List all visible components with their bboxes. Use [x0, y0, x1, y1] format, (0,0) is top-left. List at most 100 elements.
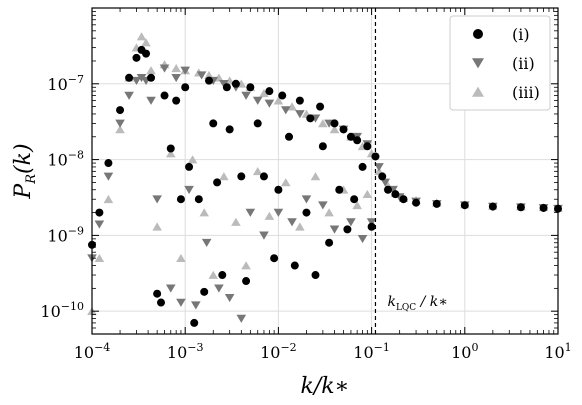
- data-point-circle: [412, 198, 421, 207]
- data-point-triangle-down: [374, 163, 384, 172]
- data-point-circle: [270, 254, 279, 263]
- data-point-triangle-up: [171, 64, 181, 73]
- data-point-triangle-up: [176, 253, 186, 263]
- data-point-circle: [157, 298, 166, 307]
- data-point-circle: [222, 83, 231, 92]
- data-point-circle: [488, 202, 497, 211]
- data-point-triangle-up: [224, 76, 235, 85]
- data-point-triangle-up: [241, 261, 251, 270]
- data-point-triangle-up: [146, 66, 156, 75]
- data-point-circle: [306, 114, 315, 123]
- legend-marker-circle: [473, 29, 483, 39]
- data-point-triangle-down: [224, 293, 235, 303]
- data-point-circle: [104, 159, 113, 168]
- data-point-triangle-down: [357, 235, 368, 244]
- data-point-triangle-up: [287, 102, 297, 111]
- data-point-triangle-down: [380, 178, 391, 187]
- data-point-circle: [185, 162, 194, 171]
- x-axis-label: k/k∗: [300, 374, 349, 399]
- data-point-triangle-down: [287, 218, 297, 227]
- data-point-circle: [353, 136, 362, 145]
- data-point-circle: [378, 172, 387, 181]
- data-point-triangle-up: [259, 88, 269, 98]
- data-point-triangle-down: [214, 284, 224, 293]
- data-point-triangle-down: [301, 195, 312, 204]
- data-point-circle: [316, 102, 325, 111]
- data-point-triangle-down: [171, 73, 181, 83]
- data-point-triangle-up: [352, 200, 362, 210]
- data-point-triangle-up: [324, 208, 334, 217]
- data-point-circle: [278, 91, 287, 100]
- y-tick-label: 10−8: [47, 149, 84, 170]
- x-tick-label: 100: [451, 341, 478, 362]
- legend-label: (i): [512, 25, 530, 44]
- data-point-circle: [172, 96, 181, 105]
- data-point-triangle-down: [346, 218, 356, 227]
- data-point-triangle-down: [191, 301, 201, 310]
- data-point-circle: [209, 119, 218, 128]
- data-point-circle: [358, 162, 367, 171]
- data-point-circle: [213, 178, 222, 187]
- data-point-circle: [147, 73, 156, 82]
- data-point-triangle-down: [184, 185, 194, 195]
- data-point-circle: [176, 195, 185, 204]
- y-tick-label: 10−9: [47, 224, 84, 245]
- axis-ticks: [91, 8, 559, 334]
- data-point-triangle-up: [103, 194, 114, 204]
- data-point-triangle-up: [152, 222, 162, 231]
- data-point-triangle-down: [201, 238, 212, 248]
- data-point-triangle-down: [236, 314, 247, 323]
- data-point-triangle-down: [152, 195, 162, 204]
- data-point-triangle-down: [264, 99, 275, 108]
- data-point-triangle-up: [165, 149, 176, 158]
- data-point-circle: [399, 195, 408, 204]
- data-point-circle: [302, 208, 311, 217]
- data-point-triangle-up: [252, 167, 263, 176]
- legend-marker-triangle-up: [472, 86, 484, 97]
- data-point-triangle-down: [295, 110, 305, 119]
- data-point-triangle-down: [196, 71, 207, 80]
- data-point-triangle-down: [366, 218, 377, 227]
- data-point-circle: [363, 142, 372, 151]
- data-point-circle: [194, 195, 203, 204]
- y-tick-label: 10−7: [47, 73, 84, 94]
- kLQC-annotation: kLQC / k∗: [387, 294, 447, 313]
- data-point-triangle-down: [131, 76, 142, 85]
- data-point-triangle-up: [310, 172, 321, 181]
- data-point-circle: [350, 195, 359, 204]
- data-point-circle: [225, 125, 234, 134]
- data-point-circle: [242, 277, 251, 286]
- x-tick-label: 101: [544, 341, 571, 362]
- data-point-circle: [432, 199, 441, 208]
- data-point-triangle-up: [199, 208, 210, 217]
- data-point-triangle-down: [180, 66, 190, 75]
- data-point-triangle-down: [103, 172, 114, 181]
- data-point-circle: [295, 96, 304, 105]
- data-point-triangle-down: [115, 119, 125, 128]
- data-point-circle: [166, 144, 175, 153]
- data-point-circle: [237, 172, 246, 181]
- data-point-circle: [516, 203, 525, 212]
- x-tick-label: 10−3: [167, 341, 204, 362]
- data-point-triangle-down: [329, 225, 340, 234]
- data-point-circle: [246, 83, 255, 92]
- data-point-circle: [290, 261, 299, 270]
- data-point-triangle-up: [214, 73, 224, 82]
- data-point-circle: [460, 201, 469, 210]
- x-tick-label: 10−1: [353, 341, 390, 362]
- data-point-circle: [539, 203, 548, 212]
- data-point-circle: [391, 190, 400, 199]
- data-point-triangle-down: [318, 201, 328, 210]
- data-point-triangle-up: [264, 211, 275, 220]
- data-point-triangle-up: [94, 253, 105, 263]
- data-point-triangle-up: [231, 217, 241, 226]
- data-point-triangle-down: [124, 91, 134, 100]
- data-point-triangle-down: [245, 208, 256, 217]
- data-point-circle: [318, 142, 327, 151]
- data-point-circle: [343, 225, 352, 234]
- data-point-circle: [335, 185, 344, 194]
- tick-labels: 10−4 10−3 10−2 10−1 100 101 10−10 10−9 10−8 10−7: [40, 73, 571, 362]
- data-point-circle: [253, 119, 262, 128]
- data-point-triangle-down: [94, 220, 105, 229]
